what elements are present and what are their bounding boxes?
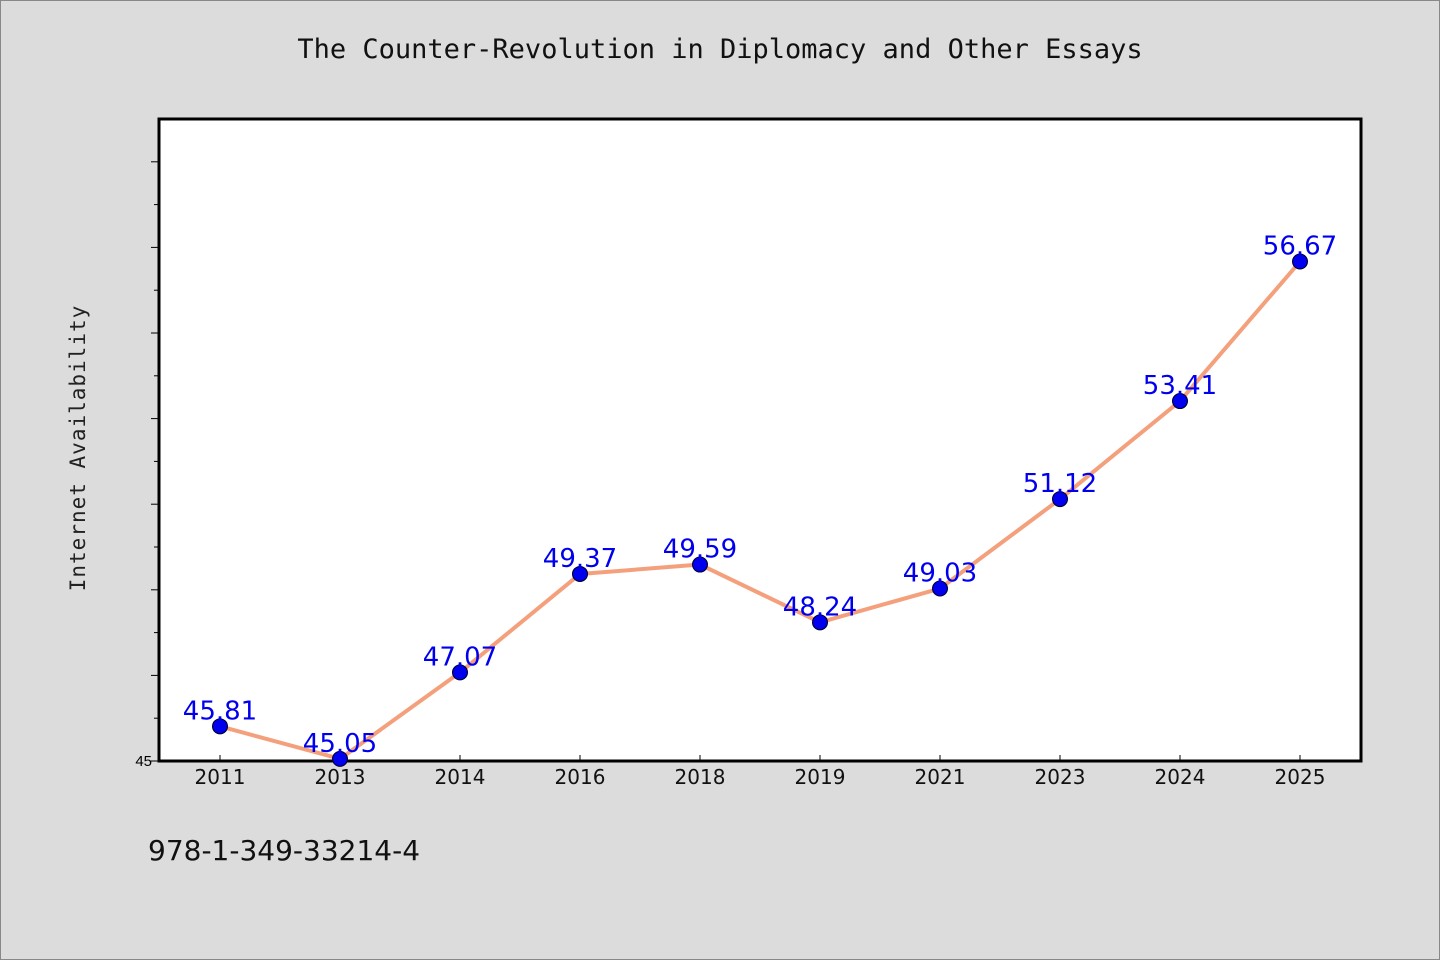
data-point xyxy=(572,565,588,582)
data-point xyxy=(1172,393,1188,410)
data-point xyxy=(212,718,228,735)
data-point xyxy=(692,556,708,573)
data-point xyxy=(812,614,828,631)
data-label: 53.41 xyxy=(1143,371,1217,401)
x-tick-label: 2014 xyxy=(435,765,486,789)
data-label: 45.81 xyxy=(183,696,257,726)
data-label: 49.59 xyxy=(663,535,737,565)
chart-title: The Counter-Revolution in Diplomacy and … xyxy=(297,34,1143,65)
data-label: 49.37 xyxy=(543,544,617,574)
data-labels: 45.81 45.05 47.07 49.37 49.59 48.24 49.03 51.12… xyxy=(183,232,1337,759)
data-point xyxy=(1292,253,1308,270)
x-tick-label: 2016 xyxy=(555,765,606,789)
data-point xyxy=(332,750,348,767)
series-line-group xyxy=(218,259,1302,761)
x-axis-ticks: 2011 2013 2014 2016 2018 2019 2021 2023 2024 2025 xyxy=(195,755,1326,789)
data-label: 45.05 xyxy=(303,729,377,759)
footer-isbn: 978-1-349-33214-4 xyxy=(148,834,421,867)
series-line xyxy=(218,259,1302,761)
data-point xyxy=(1052,491,1068,508)
data-label: 49.03 xyxy=(903,559,977,589)
x-tick-label: 2023 xyxy=(1035,765,1086,789)
data-label: 48.24 xyxy=(783,592,857,622)
data-points xyxy=(212,253,1308,767)
data-label: 56.67 xyxy=(1263,232,1337,262)
x-tick-label: 2021 xyxy=(915,765,966,789)
data-label: 47.07 xyxy=(423,642,497,672)
x-tick-label: 2024 xyxy=(1155,765,1206,789)
data-label: 51.12 xyxy=(1023,469,1097,499)
plot-area xyxy=(157,117,1363,763)
x-tick-label: 2013 xyxy=(315,765,366,789)
y-tick-label: 45 xyxy=(135,753,152,770)
x-tick-label: 2025 xyxy=(1275,765,1326,789)
x-tick-label: 2011 xyxy=(195,765,246,789)
y-axis-ticks: 45 xyxy=(135,161,159,770)
data-point xyxy=(932,580,948,597)
data-point xyxy=(452,664,468,681)
x-tick-label: 2019 xyxy=(795,765,846,789)
x-tick-label: 2018 xyxy=(675,765,726,789)
